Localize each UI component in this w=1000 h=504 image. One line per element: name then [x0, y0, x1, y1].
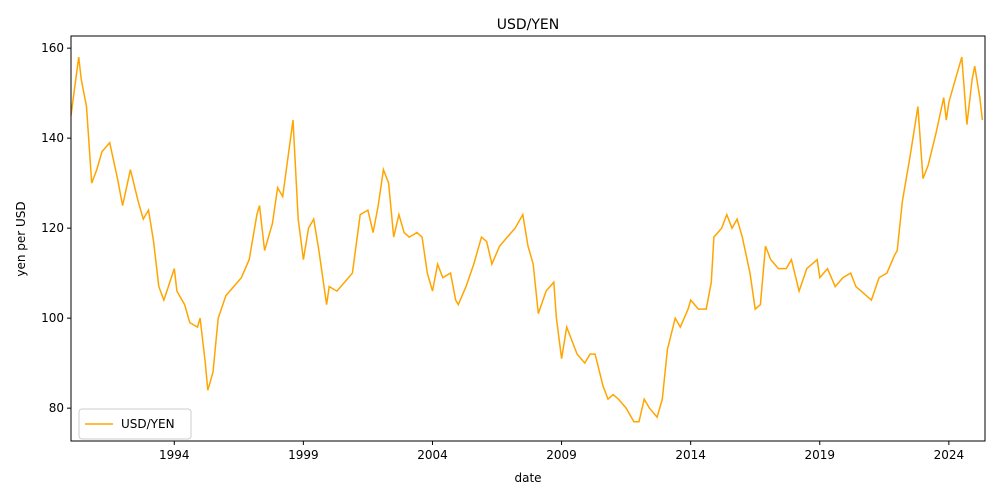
x-tick-label: 1999: [288, 448, 319, 462]
y-tick-label: 120: [41, 221, 64, 235]
x-tick-label: 1994: [159, 448, 190, 462]
line: [70, 56, 984, 423]
plot-frame: [70, 35, 986, 442]
x-tick-label: 2009: [546, 448, 577, 462]
y-tick-label: 140: [41, 131, 64, 145]
x-tick-label: 2019: [804, 448, 835, 462]
x-tick-label: 2014: [675, 448, 706, 462]
legend-label: USD/YEN: [121, 417, 175, 431]
legend-box: [78, 408, 192, 440]
y-tick-label: 100: [41, 311, 64, 325]
x-tick-label: 2004: [417, 448, 448, 462]
x-tick-label: 2024: [934, 448, 965, 462]
y-tick-label: 80: [49, 401, 64, 415]
y-tick-label: 160: [41, 41, 64, 55]
chart-title: USD/YEN: [497, 17, 560, 33]
x-axis-label: date: [514, 471, 541, 485]
y-axis-label: yen per USD: [14, 201, 28, 276]
